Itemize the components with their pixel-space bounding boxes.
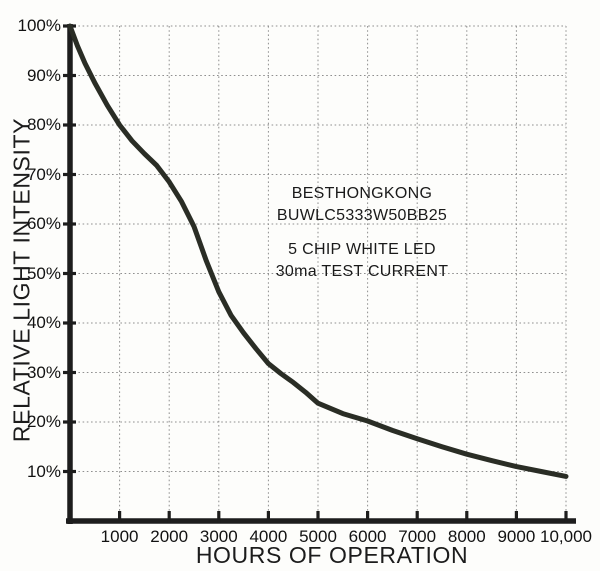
annotation-part-number-line: BUWLC5333W50BB25 — [276, 207, 448, 224]
annotation-brand-line: BESTHONGKONG — [291, 185, 433, 202]
y-tick-label: 40% — [26, 313, 61, 332]
y-tick-label: 70% — [26, 164, 61, 184]
annotation-led-type-line: 5 CHIP WHITE LED — [288, 241, 436, 258]
annotation-test-block: 5 CHIP WHITE LED 30ma TEST CURRENT — [276, 239, 449, 283]
axis-ticks — [63, 24, 568, 523]
x-tick-label: 9000 — [497, 527, 536, 546]
y-tick-label: 100% — [17, 16, 61, 35]
x-tick-label: 3000 — [199, 527, 238, 546]
x-tick-label: 1000 — [100, 527, 139, 546]
y-tick-label: 50% — [26, 263, 61, 283]
y-tick-label: 60% — [26, 214, 61, 233]
x-axis-title: HOURS OF OPERATION — [195, 542, 469, 568]
x-tick-label: 2000 — [150, 527, 189, 546]
x-tick-label: 10,000 — [540, 527, 592, 546]
annotation-test-current-line: 30ma TEST CURRENT — [275, 263, 449, 280]
annotation-product-block: BESTHONGKONG BUWLC5333W50BB25 — [276, 183, 449, 227]
chart-annotation: BESTHONGKONG BUWLC5333W50BB25 5 CHIP WHI… — [276, 183, 449, 283]
x-tick-label: 6000 — [348, 527, 387, 546]
x-tick-label: 5000 — [299, 527, 337, 546]
y-tick-label: 10% — [26, 461, 61, 481]
x-tick-label: 4000 — [249, 527, 288, 546]
y-tick-label: 80% — [26, 115, 61, 134]
y-tick-label: 90% — [26, 65, 61, 85]
y-tick-label: 30% — [26, 362, 61, 382]
x-tick-label: 8000 — [447, 527, 486, 546]
y-tick-label: 20% — [26, 412, 61, 431]
x-tick-label: 7000 — [398, 527, 437, 546]
intensity-curve — [67, 23, 569, 479]
